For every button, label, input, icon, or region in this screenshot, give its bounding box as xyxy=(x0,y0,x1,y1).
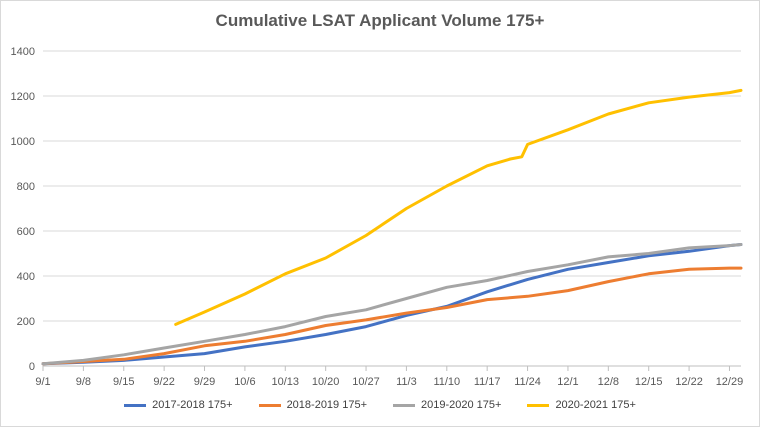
legend-label: 2018-2019 175+ xyxy=(286,399,367,411)
x-tick-label: 9/15 xyxy=(113,376,134,388)
legend: 2017-2018 175+ 2018-2019 175+ 2019-2020 17… xyxy=(1,399,759,411)
y-tick-label: 400 xyxy=(17,271,35,283)
legend-item: 2018-2019 175+ xyxy=(258,399,367,411)
series-line-3 xyxy=(41,243,743,366)
legend-item: 2017-2018 175+ xyxy=(124,399,233,411)
x-tick-label: 11/24 xyxy=(514,376,541,388)
legend-swatch xyxy=(527,403,550,407)
y-tick-label: 1200 xyxy=(11,91,35,103)
legend-swatch xyxy=(393,403,415,407)
series-line-1 xyxy=(41,243,743,366)
x-tick-label: 12/22 xyxy=(675,376,703,388)
series-line-2 xyxy=(41,266,743,366)
x-tick-label: 11/3 xyxy=(396,376,417,388)
y-tick-label: 1400 xyxy=(11,46,35,58)
y-tick-label: 800 xyxy=(17,181,35,193)
x-tick-label: 9/1 xyxy=(35,376,50,388)
x-tick-label: 9/8 xyxy=(76,376,91,388)
legend-label: 2019-2020 175+ xyxy=(421,399,502,411)
x-tick-label: 9/22 xyxy=(153,376,174,388)
plot-area: 0 200 400 600 800 1000 1200 1400 9/1 9/8 9/15 9/22 9… xyxy=(11,46,744,388)
chart-title: Cumulative LSAT Applicant Volume 175+ xyxy=(215,11,545,30)
legend-item: 2020-2021 175+ xyxy=(527,399,636,411)
x-tick-label: 10/27 xyxy=(352,376,380,388)
legend-item: 2019-2020 175+ xyxy=(393,399,501,411)
legend-swatch xyxy=(258,403,281,407)
legend-label: 2020-2021 175+ xyxy=(555,399,636,411)
y-tick-label: 200 xyxy=(17,316,35,328)
x-tick-label: 10/13 xyxy=(272,376,300,388)
x-tick-label: 11/10 xyxy=(433,376,460,388)
x-tick-label: 12/15 xyxy=(635,376,663,388)
x-tick-label: 12/8 xyxy=(598,376,619,388)
legend-label: 2017-2018 175+ xyxy=(152,399,233,411)
x-tick-label: 10/6 xyxy=(234,376,255,388)
x-tick-label: 9/29 xyxy=(194,376,215,388)
x-tick-label: 10/20 xyxy=(312,376,340,388)
x-tick-label: 12/29 xyxy=(716,376,744,388)
x-tick-label: 12/1 xyxy=(557,376,578,388)
x-tick-label: 11/17 xyxy=(474,376,501,388)
legend-swatch xyxy=(124,403,147,407)
y-tick-label: 600 xyxy=(17,226,35,238)
y-tick-label: 1000 xyxy=(11,136,35,148)
series-line-4 xyxy=(174,88,743,326)
y-tick-label: 0 xyxy=(29,361,35,373)
